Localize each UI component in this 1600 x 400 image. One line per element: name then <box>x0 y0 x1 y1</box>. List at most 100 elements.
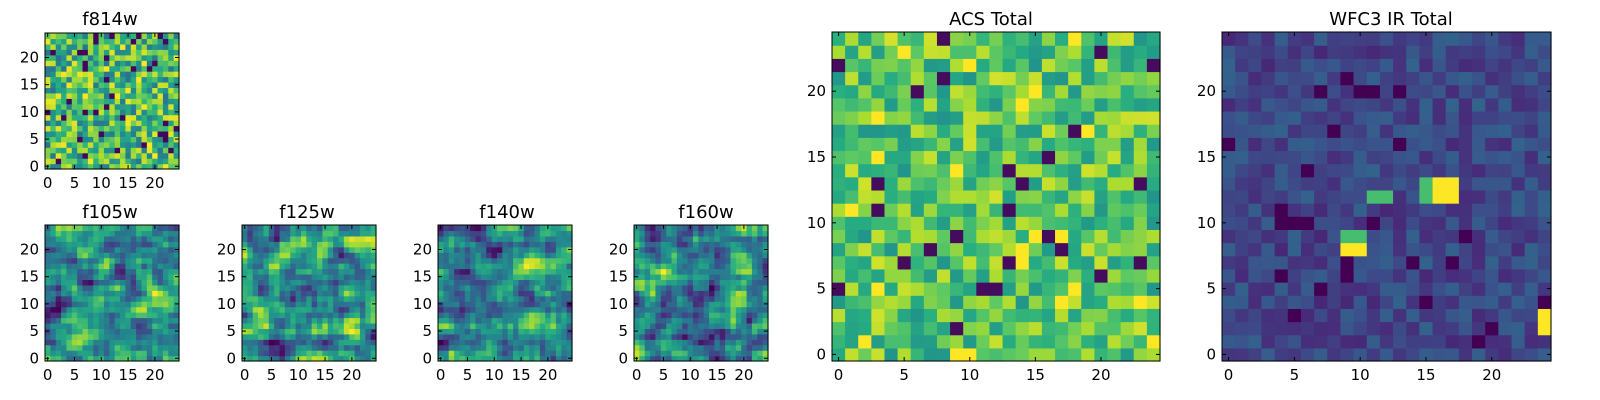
y-tick-label: 20 <box>20 240 39 258</box>
heatmap-cell <box>141 339 148 346</box>
heatmap-cell <box>152 246 159 253</box>
heatmap-cell <box>1537 203 1552 217</box>
heatmap-cell <box>1287 58 1302 73</box>
heatmap-cell <box>87 114 94 121</box>
heatmap-cell <box>1235 321 1249 336</box>
heatmap-cell <box>650 301 657 308</box>
heatmap-cell <box>354 344 361 351</box>
heatmap-cell <box>93 241 100 248</box>
heatmap-cell <box>98 344 105 351</box>
heatmap-cell <box>1498 268 1513 283</box>
heatmap-cell <box>103 152 110 159</box>
heatmap-cell <box>173 92 180 99</box>
heatmap-cell <box>1379 163 1394 178</box>
heatmap-cell <box>268 241 275 248</box>
heatmap-cell <box>103 273 110 280</box>
heatmap-cell <box>258 235 265 242</box>
heatmap-cell <box>322 230 329 237</box>
heatmap-cell <box>751 279 758 286</box>
heatmap-cell <box>1235 71 1249 86</box>
heatmap-cell <box>55 120 62 127</box>
heatmap-cell <box>327 263 334 270</box>
heatmap-cell <box>523 263 530 270</box>
heatmap-cell <box>1300 71 1315 86</box>
heatmap-cell <box>1419 321 1434 336</box>
heatmap-cell <box>120 114 126 121</box>
heatmap-cell <box>98 60 105 67</box>
heatmap-cell <box>1287 110 1302 125</box>
heatmap-cell <box>141 125 148 132</box>
heatmap-cell <box>136 60 143 67</box>
heatmap-cell <box>539 317 546 324</box>
heatmap-cell <box>976 295 991 309</box>
heatmap-cell <box>168 344 175 351</box>
heatmap-cell <box>173 60 180 67</box>
heatmap-cell <box>1041 308 1056 323</box>
heatmap-cell <box>109 38 116 45</box>
heatmap-cell <box>1458 334 1473 349</box>
heatmap-cell <box>486 312 493 319</box>
heatmap-cell <box>459 235 466 242</box>
heatmap-cell <box>1314 84 1328 99</box>
heatmap-cell <box>168 114 175 121</box>
heatmap-cell <box>639 344 646 351</box>
heatmap-cell <box>152 241 159 248</box>
y-tick-label: 15 <box>413 268 432 286</box>
heatmap-cell <box>671 241 678 248</box>
heatmap-cell <box>82 87 89 94</box>
heatmap-cell <box>1015 163 1030 178</box>
heatmap-cell <box>141 65 148 72</box>
heatmap-cell <box>692 339 699 346</box>
heatmap-cell <box>703 241 710 248</box>
heatmap-cell <box>884 137 899 152</box>
heatmap-cell <box>77 125 84 132</box>
heatmap-cell <box>114 333 121 340</box>
heatmap-cell <box>1081 97 1095 112</box>
heatmap-cell <box>555 339 562 346</box>
heatmap-cell <box>114 273 121 280</box>
heatmap-cell <box>545 252 552 259</box>
heatmap-cell <box>168 235 175 242</box>
heatmap-cell <box>666 295 673 302</box>
heatmap-cell <box>1393 268 1407 283</box>
heatmap-cell <box>709 317 715 324</box>
heatmap-cell <box>168 125 175 132</box>
heatmap-cell <box>1028 84 1043 99</box>
heatmap-cell <box>650 322 657 329</box>
heatmap-cell <box>757 339 764 346</box>
heatmap-cell <box>130 158 137 165</box>
heatmap-cell <box>963 282 977 296</box>
heatmap-cell <box>950 203 964 217</box>
heatmap-cell <box>832 110 846 125</box>
heatmap-cell <box>87 257 94 264</box>
heatmap-cell <box>507 241 514 248</box>
heatmap-cell <box>1055 321 1069 336</box>
heatmap-cell <box>741 306 748 313</box>
heatmap-cell <box>1235 163 1249 178</box>
heatmap-cell <box>687 268 694 275</box>
x-tick-label: 5 <box>70 174 80 192</box>
heatmap-cell <box>496 252 503 259</box>
heatmap-cell <box>1028 334 1043 349</box>
heatmap-cell <box>486 344 493 351</box>
heatmap-cell <box>454 344 461 351</box>
heatmap-cell <box>676 241 683 248</box>
heatmap-cell <box>247 322 254 329</box>
heatmap-cell <box>162 152 169 159</box>
heatmap-cell <box>130 98 137 105</box>
heatmap-cell <box>976 58 991 73</box>
heatmap-cell <box>146 158 153 165</box>
heatmap-cell <box>168 43 175 50</box>
heatmap-cell <box>566 284 573 291</box>
heatmap-cell <box>263 284 270 291</box>
heatmap-cell <box>55 141 62 148</box>
heatmap-cell <box>1314 189 1328 204</box>
heatmap-cell <box>125 92 132 99</box>
heatmap-cell <box>1002 32 1017 46</box>
heatmap-cell <box>475 257 482 264</box>
heatmap-cell <box>1511 110 1526 125</box>
heatmap-cell <box>1393 295 1407 309</box>
heatmap-cell <box>146 114 153 121</box>
heatmap-cell <box>109 158 116 165</box>
